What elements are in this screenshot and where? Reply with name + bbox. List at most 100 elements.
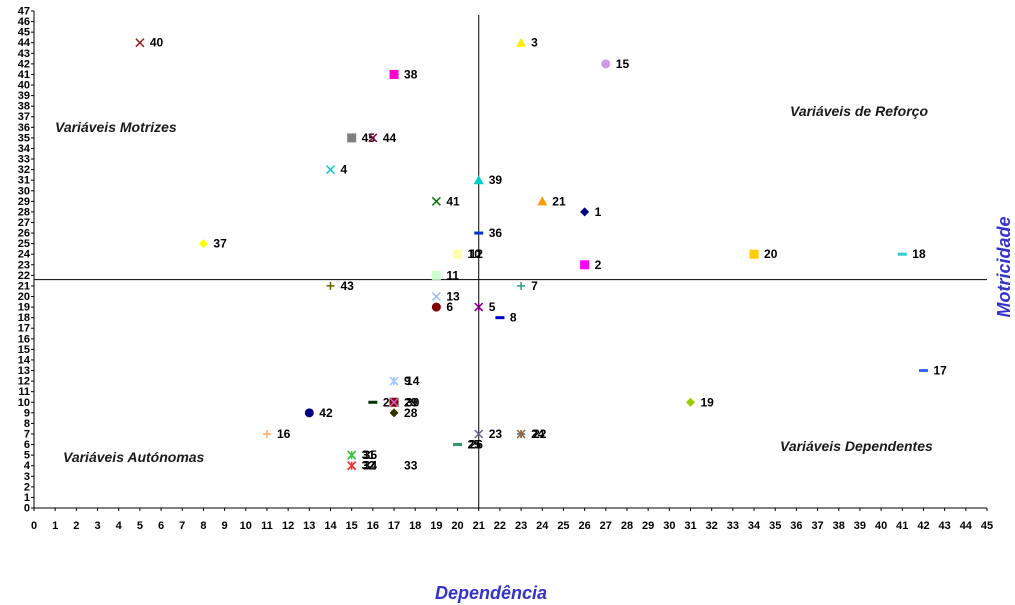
y-tick-label: 24 (18, 249, 31, 261)
point-6: 6 (431, 300, 453, 314)
point-marker (453, 249, 463, 259)
x-tick-label: 5 (137, 520, 143, 532)
quadrant-label-autonomas: Variáveis Autónomas (63, 449, 205, 465)
point-marker (389, 408, 399, 418)
y-tick-label: 27 (18, 217, 30, 229)
point-19: 19 (686, 395, 714, 409)
y-tick-label: 6 (24, 439, 30, 451)
point-marker (474, 429, 484, 439)
point-label: 9 (404, 374, 411, 388)
point-label: 39 (489, 173, 503, 187)
y-tick-label: 5 (24, 450, 30, 462)
point-22: 22 (516, 427, 547, 441)
point-label: 5 (489, 300, 496, 314)
point-marker (516, 37, 527, 47)
x-tick-label: 14 (324, 520, 337, 532)
point-label: 6 (446, 300, 453, 314)
x-tick-label: 45 (981, 520, 993, 532)
y-tick-label: 31 (18, 175, 30, 187)
point-label: 44 (383, 131, 397, 145)
x-tick-label: 36 (790, 520, 802, 532)
point-label: 29 (404, 395, 418, 409)
point-label: 37 (213, 237, 227, 251)
point-marker (304, 408, 314, 418)
y-tick-label: 1 (24, 492, 30, 504)
y-tick-label: 12 (18, 376, 30, 388)
x-tick-label: 35 (769, 520, 781, 532)
point-marker (326, 281, 335, 290)
quadrant-labels: Variáveis Motrizes Variáveis de Reforço … (55, 103, 933, 465)
y-tick-labels: 0123456789101112131415161718192021222324… (18, 6, 34, 515)
point-label: 21 (552, 194, 566, 208)
point-label: 26 (470, 438, 484, 452)
y-tick-label: 25 (18, 238, 30, 250)
point-label: 19 (701, 395, 715, 409)
y-tick-label: 32 (18, 164, 30, 176)
point-39: 39 (473, 173, 503, 187)
point-label: 43 (340, 279, 354, 293)
point-18: 18 (897, 247, 926, 261)
y-tick-label: 16 (18, 333, 30, 345)
y-tick-label: 37 (18, 111, 30, 123)
y-tick-label: 43 (18, 48, 30, 60)
x-tick-label: 39 (854, 520, 866, 532)
point-12: 12 (453, 247, 483, 261)
quadrant-label-reforco: Variáveis de Reforço (790, 103, 928, 119)
point-label: 25 (468, 438, 482, 452)
point-33: 33 (389, 459, 418, 473)
y-tick-label: 39 (18, 90, 30, 102)
point-marker (537, 196, 548, 206)
point-45: 45 (347, 131, 375, 145)
y-tick-label: 13 (18, 365, 30, 377)
x-tick-label: 0 (31, 520, 37, 532)
point-label: 15 (616, 57, 630, 71)
x-tick-label: 23 (515, 520, 527, 532)
point-label: 16 (277, 427, 291, 441)
point-label: 32 (362, 459, 376, 473)
x-tick-label: 25 (557, 520, 569, 532)
x-tick-label: 9 (222, 520, 228, 532)
point-marker (431, 302, 441, 312)
point-44: 44 (368, 131, 397, 145)
x-tick-label: 7 (179, 520, 185, 532)
x-tick-labels: 0 1 2 3 4 5 6 7 8 9 10 11 12 13 14 15 16 17 18 19 20 21 22 23 24… (31, 508, 993, 532)
y-tick-label: 33 (18, 154, 30, 166)
x-axis-title: Dependência (435, 583, 547, 603)
x-tick-label: 8 (200, 520, 206, 532)
point-label: 20 (764, 247, 778, 261)
point-30: 30 (389, 395, 420, 409)
x-tick-label: 16 (367, 520, 379, 532)
point-label: 7 (531, 279, 538, 293)
y-tick-label: 22 (18, 270, 30, 282)
point-label: 4 (340, 163, 347, 177)
point-label: 14 (406, 374, 420, 388)
x-tick-label: 28 (621, 520, 633, 532)
y-tick-label: 11 (18, 386, 30, 398)
x-tick-label: 21 (473, 520, 485, 532)
y-tick-label: 28 (18, 206, 30, 218)
point-marker (474, 302, 484, 312)
point-34: 34 (347, 459, 378, 473)
x-tick-label: 38 (833, 520, 845, 532)
point-label: 1 (595, 205, 602, 219)
quadrant-label-motrizes: Variáveis Motrizes (55, 119, 177, 135)
x-tick-label: 3 (94, 520, 100, 532)
x-tick-label: 24 (536, 520, 549, 532)
point-3: 3 (516, 36, 538, 50)
point-label: 38 (404, 67, 418, 81)
point-label: 22 (533, 427, 547, 441)
x-tick-label: 4 (116, 520, 123, 532)
y-tick-label: 23 (18, 259, 30, 271)
point-14: 14 (389, 374, 420, 388)
x-tick-label: 11 (261, 520, 273, 532)
point-label: 13 (446, 290, 460, 304)
point-marker (431, 291, 441, 302)
point-label: 30 (406, 395, 420, 409)
x-tick-label: 27 (600, 520, 612, 532)
point-label: 34 (364, 459, 378, 473)
point-marker (262, 429, 271, 438)
x-tick-label: 13 (303, 520, 315, 532)
x-tick-label: 15 (346, 520, 358, 532)
point-37: 37 (198, 237, 227, 251)
